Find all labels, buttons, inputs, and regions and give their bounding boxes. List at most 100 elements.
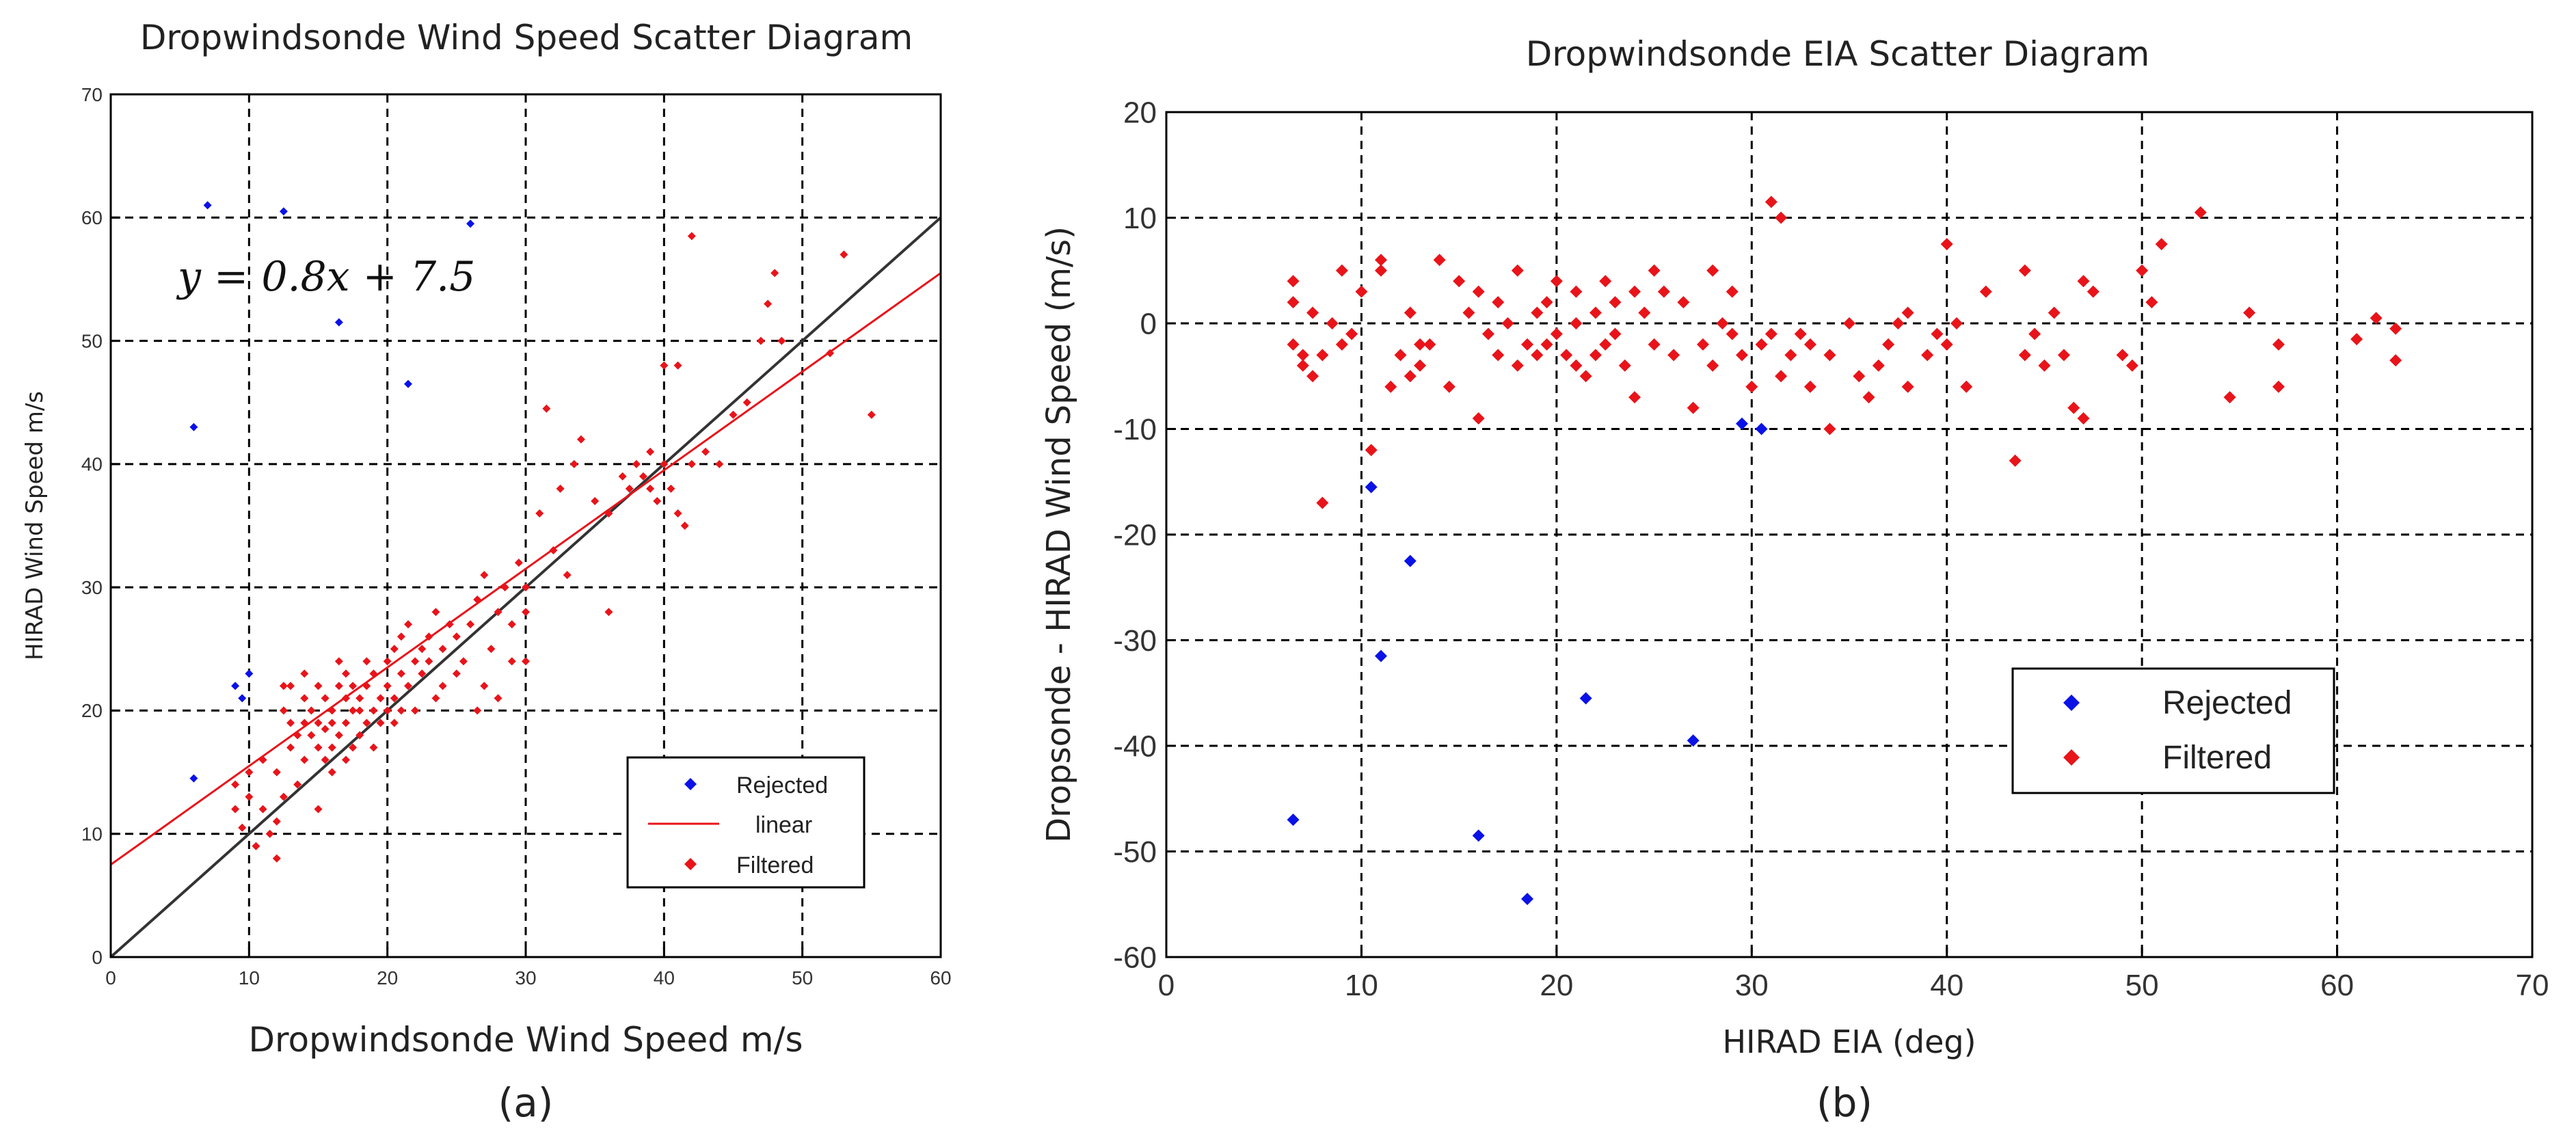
a-point-filtered — [258, 755, 267, 764]
a-y-tick-label: 40 — [81, 454, 103, 475]
a-point-filtered — [826, 349, 835, 358]
a-point-filtered — [445, 620, 454, 629]
b-point-filtered — [1394, 349, 1407, 362]
a-point-filtered — [327, 706, 336, 715]
a-point-filtered — [314, 805, 323, 813]
b-y-tick-label: -50 — [1113, 835, 1157, 869]
b-point-filtered — [2038, 359, 2051, 372]
b-point-filtered — [1531, 306, 1544, 319]
b-point-filtered — [1287, 275, 1300, 288]
a-point-filtered — [390, 718, 399, 727]
b-point-filtered — [1335, 264, 1348, 277]
a-point-filtered — [411, 657, 420, 666]
a-point-filtered — [341, 718, 350, 727]
a-point-filtered — [349, 682, 358, 690]
chart-a-ticks: 0 10 20 30 40 50 60 0 10 20 30 40 50 60 70 — [81, 84, 952, 989]
a-point-filtered — [279, 682, 288, 690]
b-point-filtered — [2136, 264, 2149, 277]
a-point-filtered — [341, 755, 350, 764]
b-point-filtered — [1355, 285, 1368, 298]
b-point-rejected — [1404, 554, 1417, 567]
a-point-rejected — [203, 201, 212, 210]
a-point-filtered — [459, 657, 468, 666]
a-point-filtered — [293, 731, 302, 740]
a-point-filtered — [494, 694, 502, 703]
a-x-tick-label: 30 — [515, 967, 536, 989]
chart-b-panel-label: (b) — [1816, 1079, 1873, 1126]
b-point-filtered — [1803, 380, 1816, 393]
chart-a-legend-linear-label: linear — [755, 812, 812, 838]
b-point-filtered — [1853, 370, 1866, 383]
a-x-tick-label: 0 — [105, 967, 116, 989]
chart-a-legend-box — [626, 756, 866, 889]
chart-a-legend-filtered-label: Filtered — [736, 852, 814, 878]
b-x-tick-label: 30 — [1735, 969, 1769, 1002]
b-y-tick-label: -10 — [1113, 413, 1157, 446]
a-point-filtered — [777, 336, 786, 345]
a-point-filtered — [687, 232, 696, 241]
a-point-filtered — [327, 718, 336, 727]
b-point-filtered — [1736, 349, 1749, 362]
a-point-filtered — [300, 694, 309, 703]
b-point-filtered — [1775, 211, 1788, 224]
a-point-filtered — [383, 682, 392, 690]
a-point-filtered — [286, 682, 295, 690]
b-x-tick-label: 0 — [1158, 969, 1175, 1002]
chart-b-legend-filtered-label: Filtered — [2162, 740, 2272, 776]
b-point-filtered — [1326, 317, 1339, 330]
b-point-filtered — [1823, 349, 1836, 362]
b-point-rejected — [1287, 813, 1300, 826]
b-point-filtered — [2272, 380, 2285, 393]
chart-b-legend-box — [2011, 667, 2335, 794]
a-point-filtered — [646, 447, 655, 456]
a-point-filtered — [286, 718, 295, 727]
a-point-filtered — [507, 620, 516, 629]
scatter-chart-b: Dropwindsonde EIA Scatter Diagram 0 10 20 3… — [1040, 34, 2549, 1126]
a-point-filtered — [418, 645, 427, 654]
a-point-filtered — [390, 645, 399, 654]
a-point-filtered — [646, 484, 655, 493]
b-point-filtered — [2272, 338, 2285, 351]
b-point-filtered — [1589, 349, 1602, 362]
a-point-filtered — [500, 583, 509, 592]
b-point-filtered — [2389, 322, 2402, 335]
a-point-filtered — [307, 706, 316, 715]
chart-b-grid — [1166, 112, 2532, 957]
a-point-filtered — [390, 694, 399, 703]
a-point-filtered — [397, 706, 405, 715]
b-point-filtered — [1931, 327, 1944, 340]
a-point-filtered — [549, 546, 558, 555]
a-point-filtered — [473, 595, 482, 604]
b-point-filtered — [2125, 359, 2138, 372]
b-x-tick-label: 70 — [2516, 969, 2549, 1002]
a-point-filtered — [279, 706, 288, 715]
a-point-filtered — [418, 669, 427, 678]
a-point-filtered — [756, 336, 765, 345]
a-point-filtered — [480, 571, 489, 580]
b-point-rejected — [1579, 692, 1592, 705]
b-point-filtered — [1306, 370, 1319, 383]
a-point-filtered — [369, 669, 378, 678]
b-point-filtered — [1296, 359, 1309, 372]
b-point-filtered — [1570, 359, 1583, 372]
a-point-filtered — [397, 632, 405, 641]
b-point-filtered — [2077, 275, 2090, 288]
b-point-filtered — [2018, 349, 2031, 362]
b-point-filtered — [1843, 317, 1855, 330]
a-x-tick-label: 50 — [792, 967, 813, 989]
b-point-filtered — [1940, 238, 1953, 251]
a-point-rejected — [279, 207, 288, 216]
b-point-filtered — [1560, 349, 1573, 362]
a-y-tick-label: 10 — [81, 824, 103, 845]
a-point-filtered — [770, 269, 779, 278]
a-point-filtered — [314, 682, 323, 690]
a-point-filtered — [300, 718, 309, 727]
a-x-tick-label: 60 — [930, 967, 951, 989]
a-point-rejected — [238, 694, 247, 703]
a-point-filtered — [245, 768, 254, 777]
chart-a-y-axis-label: HIRAD Wind Speed m/s — [21, 391, 49, 660]
a-y-tick-label: 0 — [92, 947, 103, 968]
chart-a-title: Dropwindsonde Wind Speed Scatter Diagram — [140, 18, 913, 57]
b-point-filtered — [2194, 206, 2207, 219]
a-point-filtered — [701, 447, 710, 456]
